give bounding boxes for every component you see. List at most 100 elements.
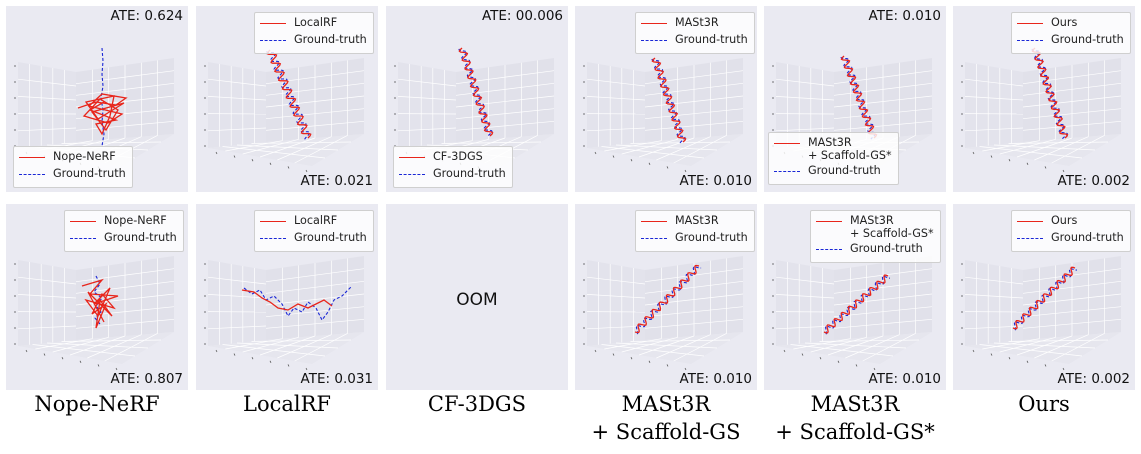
grid-line [1062,169,1065,173]
estimated-trajectory [840,55,878,139]
grid-line [269,360,272,363]
grid-line [775,96,835,101]
column-label-mast3r-scaffold-gs-star: MASt3R + Scaffold-GS* [764,390,946,446]
legend-ground-truth: Ground-truth [1051,33,1124,46]
column-label-line1: MASt3R [621,392,711,416]
legend-method: CF-3DGS [433,150,483,163]
trajectory-plot [634,264,702,335]
legend-method: LocalRF [294,214,338,227]
grid-line [783,349,786,353]
legend-ground-truth: Ground-truth [53,167,126,180]
grid-line [233,353,236,356]
grid-line [993,144,1096,151]
legend: LocalRF Ground-truth [254,210,374,252]
grid-line [233,155,236,158]
column-label-line1: Nope-NeRF [34,392,160,416]
estimated-trajectory [634,264,700,334]
grid-line [305,367,308,371]
grid-line [644,120,744,131]
legend: Ours Ground-truth [1011,210,1131,252]
axis-pane [776,260,834,346]
grid-line [993,342,1096,349]
trajectory-plot [241,285,353,322]
grid-line [287,166,290,169]
grid-line [1026,360,1029,363]
legend-ground-truth: Ground-truth [675,231,748,244]
grid-line [1008,357,1011,360]
axes-grid-3d [583,58,744,173]
estimated-trajectory [266,49,312,139]
grid-line [265,318,365,329]
panel-localrf-scene2: ATE: 0.031 LocalRF Ground-truth [196,204,378,390]
ate-score: ATE: 0.021 [300,173,373,189]
grid-line [586,276,646,285]
axis-pane [776,62,834,148]
grid-line [964,294,1024,299]
axes-grid-3d [204,58,365,173]
ate-score: ATE: 0.010 [679,371,752,387]
grid-line [236,144,339,151]
grid-line [97,364,100,367]
out-of-memory-label: OOM [456,290,498,310]
grid-line [612,155,615,158]
legend-method: MASt3R [850,214,894,227]
grid-line [979,344,1083,357]
grid-line [222,146,326,159]
grid-line [972,349,975,353]
grid-line [61,339,162,342]
legend: CF-3DGS Ground-truth [393,146,513,188]
column-label-line2: + Scaffold-GS [591,420,741,444]
axis-pane [965,260,1023,346]
panel-ours-scene1: ATE: 0.002 Ours Ground-truth [953,6,1135,192]
grid-line [775,294,835,299]
legend-method: MASt3R [808,136,852,149]
trajectory-plot [81,275,119,329]
grid-line [666,166,669,169]
ground-truth-trajectory [243,285,353,322]
estimated-trajectory [823,274,889,334]
grid-line [775,127,835,132]
ate-score: ATE: 0.010 [868,371,941,387]
estimated-trajectory [651,57,687,143]
grid-line [269,162,272,165]
estimate-swatch [816,221,842,222]
grid-line [775,78,835,87]
grid-line [455,120,555,131]
grid-line [601,344,705,357]
grid-line [586,325,646,330]
grid-line [305,169,308,173]
axis-pane [18,260,76,346]
grid-line [46,342,149,349]
grid-line [1008,141,1109,144]
legend-method: Ours [1051,16,1078,29]
ground-truth-swatch [641,238,667,239]
legend: Nope-NeRF Ground-truth [64,210,184,252]
grid-line [1022,120,1122,131]
legend: LocalRF Ground-truth [254,12,374,54]
panel-mast3r-scaffold-gs-star-scene1: ATE: 0.010 MASt3R + Scaffold-GS* Ground-t… [764,6,946,192]
legend: Nope-NeRF Ground-truth [13,146,133,188]
grid-line [586,96,646,101]
legend-ground-truth: Ground-truth [104,231,177,244]
estimated-trajectory [1012,266,1076,330]
legend-ground-truth: Ground-truth [294,33,367,46]
ate-score: ATE: 0.807 [110,371,183,387]
grid-line [644,318,744,329]
grid-line [32,344,136,357]
panel-mast3r-scene2: ATE: 0.010 MASt3R Ground-truth [575,204,757,390]
legend-method: Nope-NeRF [53,150,116,163]
grid-line [601,146,705,159]
grid-line [615,342,718,349]
axis-pane [208,260,266,346]
axis-pane [208,62,266,148]
grid-line [1008,339,1109,342]
ground-truth-trajectory [1013,268,1078,331]
panel-nope-nerf-scene2: ATE: 0.807 Nope-NeRF Ground-truth [6,204,188,390]
grid-line [630,357,633,360]
axis-pane [18,62,76,148]
grid-line [964,78,1024,87]
legend-method: Nope-NeRF [104,214,167,227]
grid-line [207,96,267,101]
estimated-trajectory [1031,47,1069,139]
estimate-swatch [260,23,286,24]
